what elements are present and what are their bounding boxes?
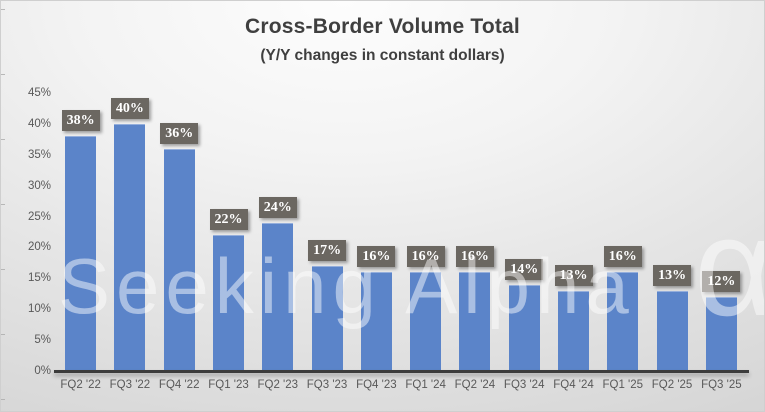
- y-axis-tick-label: 35%: [27, 148, 51, 161]
- bar-value-label: 36%: [160, 122, 199, 144]
- bar: [163, 148, 195, 372]
- bar: [360, 272, 392, 372]
- x-axis-baseline: [54, 370, 749, 373]
- left-edge-tick-marks: [1, 9, 5, 411]
- bar-value-label: 24%: [258, 196, 297, 218]
- y-axis-tick-label: 15%: [27, 272, 51, 285]
- bar: [656, 290, 688, 372]
- x-axis-category-label: FQ2 '25: [651, 379, 693, 391]
- y-axis-tick-label: 30%: [27, 179, 51, 192]
- bar: [508, 284, 540, 372]
- bar: [65, 136, 97, 372]
- bar-value-label: 16%: [603, 246, 642, 268]
- bar: [213, 235, 244, 372]
- chart-subtitle: (Y/Y changes in constant dollars): [260, 47, 505, 64]
- x-axis-category-label: FQ3 '23: [306, 379, 348, 391]
- y-axis-tick-label: 25%: [27, 210, 51, 223]
- x-axis-category-label: FQ4 '24: [553, 379, 594, 391]
- y-axis-tick-label: 0%: [34, 365, 51, 377]
- bar-value-label: 16%: [455, 246, 494, 268]
- bar: [558, 290, 589, 372]
- x-axis-category-label: FQ2 '22: [60, 379, 101, 391]
- bar-value-label: 17%: [308, 239, 347, 261]
- bar-value-label: 13%: [653, 264, 692, 286]
- bar: [705, 296, 737, 372]
- bar-value-label: 12%: [702, 270, 741, 292]
- bar: [410, 272, 442, 372]
- y-axis-tick-label: 20%: [27, 241, 51, 254]
- x-axis-category-label: FQ3 '24: [503, 379, 545, 391]
- x-axis-category-label: FQ4 '23: [356, 379, 397, 391]
- y-axis-tick-label: 10%: [27, 303, 51, 316]
- bar-value-label: 16%: [406, 246, 445, 268]
- y-axis-tick-label: 5%: [34, 334, 51, 347]
- chart-title: Cross-Border Volume Total: [245, 15, 520, 38]
- x-axis-category-label: FQ2 '23: [257, 379, 299, 391]
- x-axis-category-label: FQ1 '25: [602, 379, 644, 391]
- x-axis-category-label: FQ4 '22: [158, 379, 200, 391]
- bar: [262, 222, 294, 372]
- y-axis-tick-label: 40%: [27, 117, 51, 130]
- bar: [114, 123, 146, 372]
- x-axis-category-label: FQ2 '24: [454, 379, 496, 391]
- y-axis-tick-label: 45%: [27, 87, 51, 99]
- bar: [459, 272, 491, 372]
- bar-value-label: 14%: [505, 258, 544, 280]
- bar-value-label: 22%: [209, 209, 248, 231]
- bar-value-label: 40%: [110, 97, 149, 119]
- bar-value-label: 38%: [61, 110, 100, 132]
- bar: [607, 272, 639, 372]
- x-axis-category-label: FQ1 '23: [208, 379, 249, 391]
- x-axis-category-label: FQ3 '22: [109, 379, 151, 391]
- bar-value-label: 13%: [554, 264, 593, 286]
- x-axis-category-label: FQ1 '24: [405, 379, 446, 391]
- bar-value-label: 16%: [357, 246, 396, 268]
- bar: [311, 265, 343, 372]
- x-axis-category-label: FQ3 '25: [701, 379, 742, 391]
